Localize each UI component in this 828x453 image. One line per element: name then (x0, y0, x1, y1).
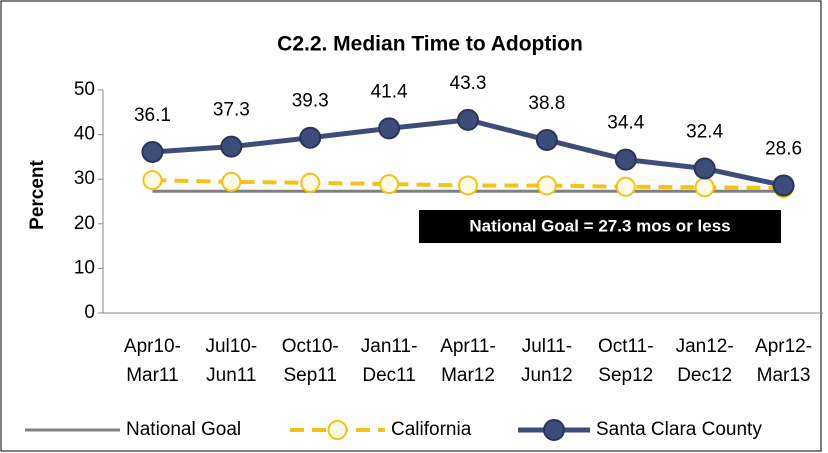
point (457, 108, 479, 131)
y-axis-label: Percent (27, 159, 48, 229)
x-tick-label-line: Oct11- (598, 336, 654, 357)
x-tick-label: Jan11- Dec11 (361, 336, 418, 386)
data-label: 32.4 (686, 122, 723, 143)
point (378, 117, 401, 140)
data-label: 43.3 (450, 73, 487, 94)
legend-marker (543, 419, 565, 441)
x-tick-label-line: Jan12- (676, 336, 734, 357)
y-tick-label: 20 (74, 213, 95, 234)
x-tick-label-line: Jul10- (205, 336, 257, 357)
chart-title: C2.2. Median Time to Adoption (277, 33, 583, 56)
x-tick-label-line: Jun12 (521, 365, 573, 386)
data-label: 37.3 (213, 100, 250, 121)
x-tick-label-line: Sep12 (598, 365, 653, 386)
data-label: 34.4 (607, 113, 644, 134)
y-tick-label: 50 (74, 79, 95, 100)
y-tick-label: 0 (84, 302, 95, 323)
point (220, 135, 243, 158)
point (535, 128, 558, 151)
point (379, 174, 400, 195)
x-tick-label-line: Jan11- (361, 336, 418, 357)
x-tick-label-line: Jun11 (206, 365, 256, 386)
data-label: 41.4 (371, 81, 408, 102)
x-tick-label: Apr12- Mar13 (755, 336, 812, 386)
x-tick-label: Jul11- Jun12 (521, 336, 573, 386)
x-tick-label: Apr10- Mar11 (124, 336, 181, 386)
point (141, 140, 164, 163)
legend-label: Santa Clara County (596, 419, 762, 440)
x-tick-label-line: Mar11 (126, 365, 178, 386)
point (615, 176, 636, 197)
x-tick-label: Oct11- Sep12 (598, 336, 654, 386)
point (614, 148, 637, 171)
x-tick-label-line: Apr12- (755, 336, 812, 357)
point (142, 170, 163, 191)
data-label: 38.8 (528, 93, 565, 114)
point (458, 175, 478, 196)
legend-label: California (391, 419, 472, 440)
x-tick-label-line: Dec11 (362, 365, 416, 386)
x-tick-label: Oct10- Sep11 (282, 336, 339, 386)
x-tick-label-line: Apr11- (440, 336, 496, 357)
x-tick-label-line: Mar12 (441, 365, 495, 386)
annotation: National Goal = 27.3 mos or less (469, 216, 730, 235)
x-tick-label: Jan12- Dec12 (676, 336, 734, 386)
data-label: 28.6 (765, 138, 802, 159)
point (536, 175, 557, 196)
point (693, 157, 716, 180)
point (221, 171, 242, 192)
x-tick-label-line: Apr10- (124, 336, 181, 357)
data-label: 36.1 (134, 105, 171, 126)
legend-marker (327, 420, 348, 440)
x-tick-label-line: Oct10- (282, 336, 339, 357)
x-tick-label-line: Dec12 (677, 365, 732, 386)
legend-label: National Goal (126, 419, 241, 440)
x-tick-label-line: Jul11- (522, 336, 572, 357)
point (772, 174, 795, 197)
y-tick-label: 10 (74, 257, 95, 278)
x-tick-label: Apr11- Mar12 (440, 336, 496, 386)
point (300, 172, 321, 193)
data-label: 39.3 (292, 91, 329, 112)
point (694, 177, 715, 198)
point (299, 126, 322, 149)
annotation-box (419, 210, 781, 243)
y-tick-label: 40 (74, 124, 95, 145)
x-tick-label: Jul10- Jun11 (205, 336, 257, 386)
x-tick-label-line: Sep11 (283, 365, 337, 386)
x-tick-label-line: Mar13 (757, 365, 811, 386)
y-tick-label: 30 (74, 168, 95, 189)
